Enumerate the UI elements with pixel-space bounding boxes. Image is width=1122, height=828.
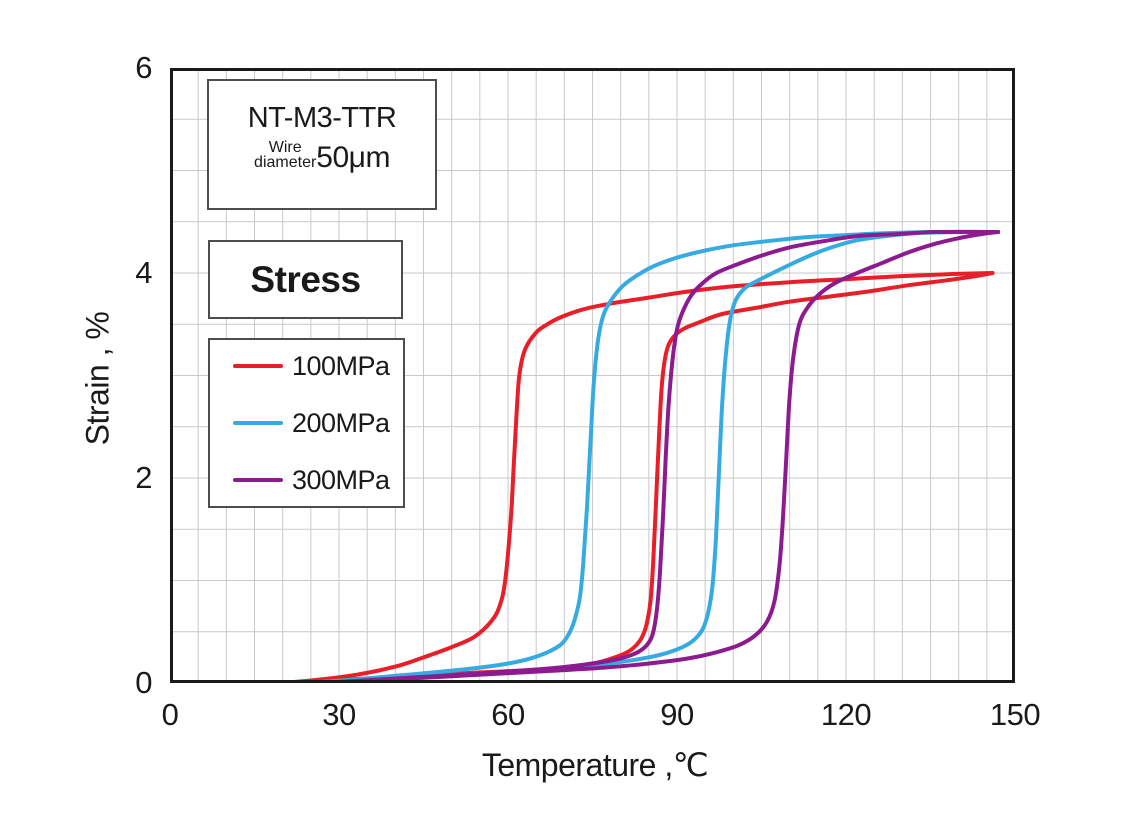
y-tick-label-6: 6 xyxy=(135,50,152,85)
curve-100mpa-cooling xyxy=(280,271,995,683)
curve-200mpa-cooling xyxy=(303,229,1001,683)
legend-item-200mpa: 200MPa xyxy=(210,408,403,438)
legend-label-200mpa: 200MPa xyxy=(292,408,390,438)
y-tick-label-0: 0 xyxy=(135,665,152,700)
legend-swatch-100mpa xyxy=(233,364,283,368)
legend-box: 100MPa 200MPa 300MPa xyxy=(208,338,405,508)
y-tick-label-4: 4 xyxy=(135,255,152,290)
x-axis-title: Temperature ,℃ xyxy=(481,747,709,783)
x-tick-label-150: 150 xyxy=(989,697,1041,732)
x-tick-label-90: 90 xyxy=(660,697,694,732)
wire-diameter-row: Wire diameter 50μm xyxy=(209,140,435,173)
sample-info-box: NT-M3-TTR Wire diameter 50μm xyxy=(207,79,437,210)
legend-title-box: Stress xyxy=(208,240,403,319)
x-tick-label-60: 60 xyxy=(491,697,525,732)
wire-diameter-value: 50μm xyxy=(316,141,390,174)
curve-300mpa-heating xyxy=(320,230,1001,683)
plot-frame xyxy=(170,68,1015,683)
y-axis-title: Strain , % xyxy=(79,311,116,446)
curve-200mpa-heating xyxy=(303,229,1001,683)
x-tick-label-0: 0 xyxy=(161,697,179,732)
sample-name: NT-M3-TTR xyxy=(247,102,397,134)
x-tick-label-120: 120 xyxy=(820,697,872,732)
legend-swatch-200mpa xyxy=(233,421,283,425)
legend-item-100mpa: 100MPa xyxy=(210,351,403,381)
curve-300mpa-cooling xyxy=(320,229,1001,683)
legend-swatch-300mpa xyxy=(233,478,283,482)
legend-title: Stress xyxy=(250,258,361,300)
y-tick-label-2: 2 xyxy=(135,460,152,495)
legend-label-100mpa: 100MPa xyxy=(292,351,390,381)
wire-diameter-label: Wire diameter xyxy=(254,139,317,171)
x-tick-label-30: 30 xyxy=(322,697,356,732)
legend-label-300mpa: 300MPa xyxy=(292,465,390,495)
legend-item-300mpa: 300MPa xyxy=(210,465,403,495)
